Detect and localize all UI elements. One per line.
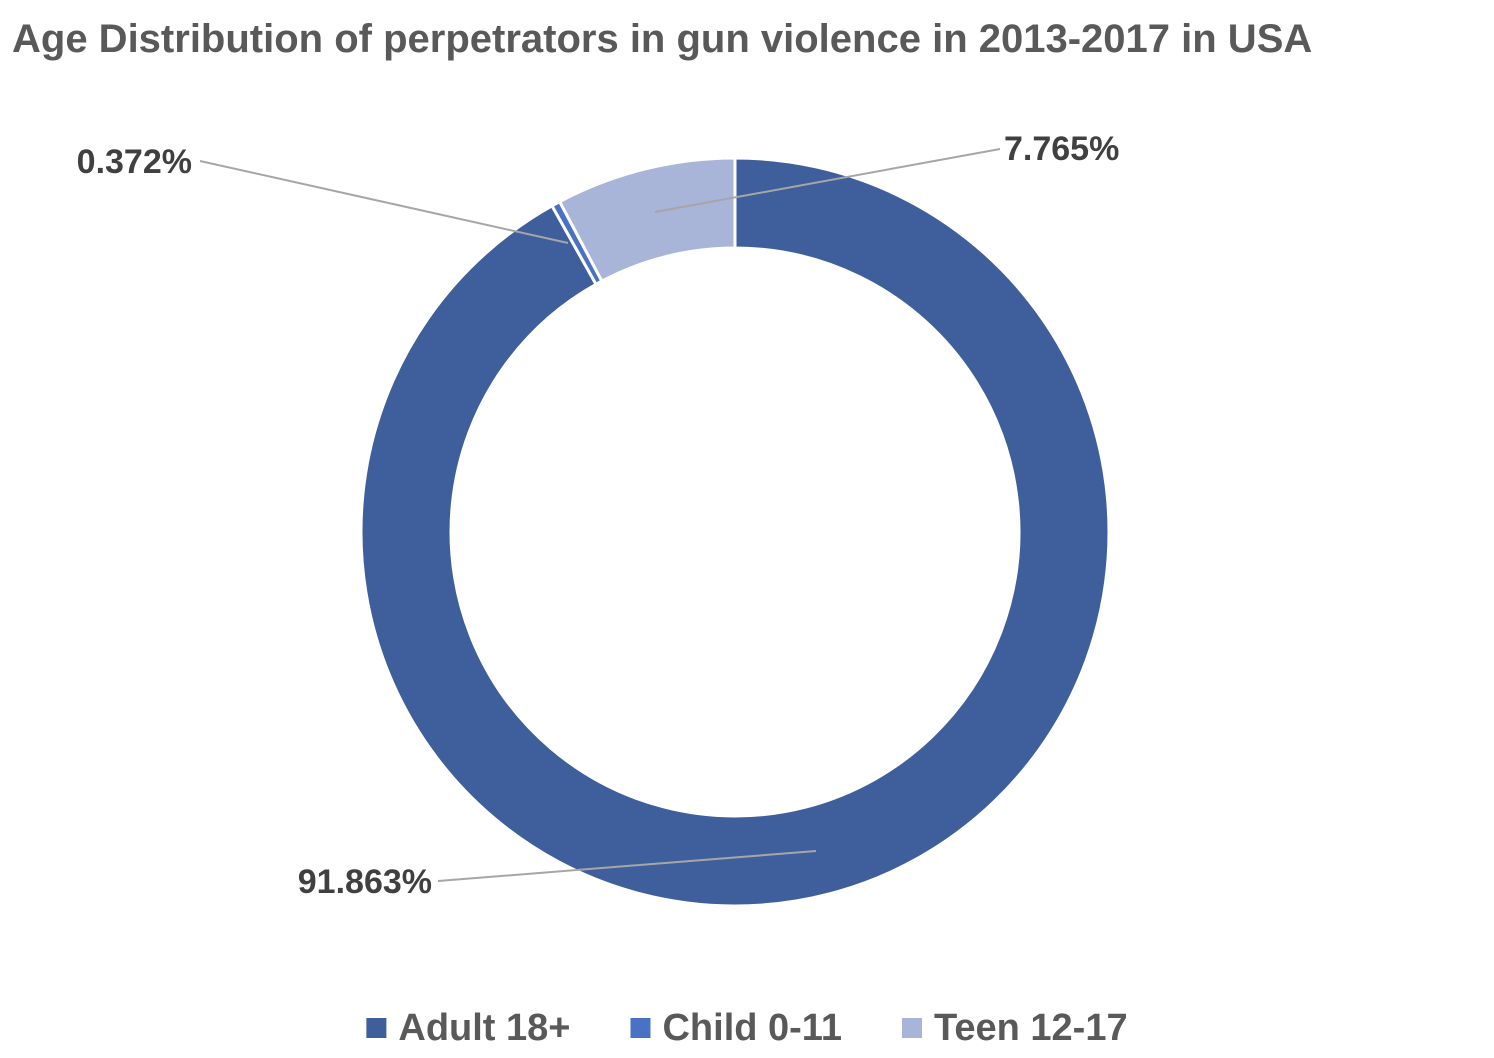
legend-marker-teen-12-17 bbox=[901, 1018, 922, 1038]
leader-line-child-0-11 bbox=[199, 160, 569, 244]
legend-label-adult-18: Adult 18+ bbox=[398, 1007, 570, 1049]
legend: Adult 18+ Child 0-11 Teen 12-17 bbox=[366, 1007, 1128, 1049]
slice-teen-12-17 bbox=[557, 156, 737, 284]
legend-label-child-0-11: Child 0-11 bbox=[662, 1007, 842, 1049]
data-label-child-0-11: 0.372% bbox=[77, 143, 192, 181]
slices-group bbox=[359, 156, 1111, 908]
legend-label-teen-12-17: Teen 12-17 bbox=[934, 1007, 1128, 1049]
leader-lines-group bbox=[199, 148, 1001, 882]
legend-marker-child-0-11 bbox=[630, 1018, 651, 1038]
data-label-teen-12-17: 7.765% bbox=[1004, 130, 1119, 168]
leader-line-teen-12-17 bbox=[654, 148, 1001, 213]
chart-title: Age Distribution of perpetrators in gun … bbox=[12, 17, 1312, 61]
leader-line-adult-18 bbox=[437, 850, 817, 882]
data-label-adult-18: 91.863% bbox=[298, 863, 432, 901]
data-labels-group: 91.863% 0.372% 7.765% bbox=[77, 130, 1120, 901]
legend-marker-adult-18 bbox=[366, 1018, 387, 1038]
slice-adult-18 bbox=[359, 156, 1111, 908]
